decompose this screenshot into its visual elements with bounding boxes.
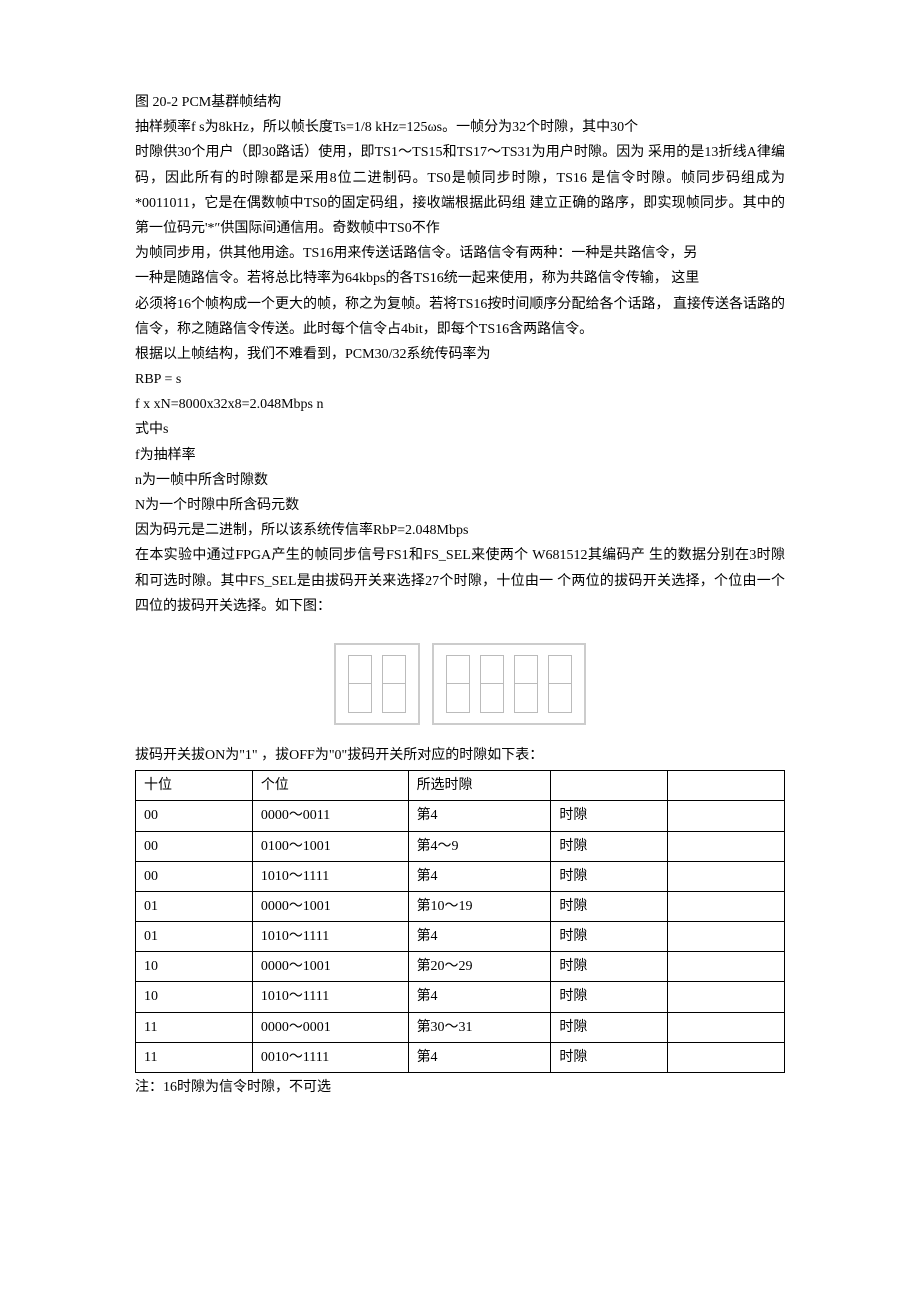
- table-row: 010000～1001第10～19时隙: [136, 891, 785, 921]
- table-row: 110000～0001第30～31时隙: [136, 1012, 785, 1042]
- table-cell: [668, 861, 785, 891]
- table-cell: 时隙: [551, 861, 668, 891]
- table-row: 011010～1111第4时隙: [136, 922, 785, 952]
- table-cell: 00: [136, 831, 253, 861]
- table-caption: 拔码开关拔ON为"1" ，拔OFF为"0"拔码开关所对应的时隙如下表：: [135, 743, 785, 768]
- table-cell: 第10～19: [408, 891, 551, 921]
- table-cell: 时隙: [551, 982, 668, 1012]
- table-cell: 00: [136, 861, 253, 891]
- body-text: 为帧同步用，供其他用途。TS16用来传送话路信令。话路信令有两种：一种是共路信令…: [135, 241, 785, 266]
- body-text: 时隙供30个用户（即30路话）使用，即TS1～TS15和TS17～TS31为用户…: [135, 140, 785, 241]
- table-cell: 0000～1001: [252, 891, 408, 921]
- dip-switch: [348, 655, 372, 713]
- table-cell: [668, 922, 785, 952]
- table-cell: 时隙: [551, 801, 668, 831]
- table-cell: 时隙: [551, 952, 668, 982]
- table-row: 000000～0011第4时隙: [136, 801, 785, 831]
- table-cell: 第4: [408, 801, 551, 831]
- dip-switch-diagram: [135, 643, 785, 725]
- table-cell: 1010～1111: [252, 861, 408, 891]
- body-text: 一种是随路信令。若将总比特率为64kbps的各TS16统一起来使用，称为共路信令…: [135, 266, 785, 291]
- table-cell: 第4: [408, 982, 551, 1012]
- body-text: 在本实验中通过FPGA产生的帧同步信号FS1和FS_SEL来使两个 W68151…: [135, 543, 785, 619]
- dip-switch: [480, 655, 504, 713]
- table-cell: 第30～31: [408, 1012, 551, 1042]
- formula-text: f为抽样率: [135, 443, 785, 468]
- table-body: 000000～0011第4时隙000100～1001第4～9时隙001010～1…: [136, 801, 785, 1073]
- table-cell: 0010～1111: [252, 1042, 408, 1072]
- table-cell: 时隙: [551, 1012, 668, 1042]
- table-row: 110010～1111第4时隙: [136, 1042, 785, 1072]
- table-header-cell: [668, 771, 785, 801]
- table-cell: 10: [136, 982, 253, 1012]
- table-cell: 01: [136, 922, 253, 952]
- dip-switch: [514, 655, 538, 713]
- dip-switch: [382, 655, 406, 713]
- table-header-cell: [551, 771, 668, 801]
- dip-switch: [548, 655, 572, 713]
- table-note: 注：16时隙为信令时隙，不可选: [135, 1075, 785, 1100]
- table-cell: 0000～0011: [252, 801, 408, 831]
- table-cell: 00: [136, 801, 253, 831]
- table-header-row: 十位个位所选时隙: [136, 771, 785, 801]
- table-cell: 1010～1111: [252, 982, 408, 1012]
- table-cell: [668, 1012, 785, 1042]
- dip-box-ones: [432, 643, 586, 725]
- table-cell: 时隙: [551, 891, 668, 921]
- table-cell: [668, 982, 785, 1012]
- table-row: 000100～1001第4～9时隙: [136, 831, 785, 861]
- table-cell: 11: [136, 1012, 253, 1042]
- table-header-cell: 个位: [252, 771, 408, 801]
- table-cell: [668, 831, 785, 861]
- figure-caption: 图 20-2 PCM基群帧结构: [135, 90, 785, 115]
- table-row: 001010～1111第4时隙: [136, 861, 785, 891]
- table-cell: 第20～29: [408, 952, 551, 982]
- table-cell: 0000～1001: [252, 952, 408, 982]
- body-text: 抽样频率f s为8kHz，所以帧长度Ts=1/8 kHz=125ωs。一帧分为3…: [135, 115, 785, 140]
- formula-text: 式中s: [135, 417, 785, 442]
- table-cell: [668, 891, 785, 921]
- table-cell: [668, 801, 785, 831]
- table-cell: 1010～1111: [252, 922, 408, 952]
- table-cell: 01: [136, 891, 253, 921]
- table-cell: [668, 952, 785, 982]
- table-row: 101010～1111第4时隙: [136, 982, 785, 1012]
- table-cell: 0000～0001: [252, 1012, 408, 1042]
- body-text: 根据以上帧结构，我们不难看到，PCM30/32系统传码率为: [135, 342, 785, 367]
- timeslot-table: 十位个位所选时隙 000000～0011第4时隙000100～1001第4～9时…: [135, 770, 785, 1073]
- dip-box-tens: [334, 643, 420, 725]
- table-header-cell: 所选时隙: [408, 771, 551, 801]
- formula-text: N为一个时隙中所含码元数: [135, 493, 785, 518]
- table-cell: 11: [136, 1042, 253, 1072]
- table-cell: 第4: [408, 861, 551, 891]
- table-cell: 时隙: [551, 922, 668, 952]
- body-text: 必须将16个帧构成一个更大的帧，称之为复帧。若将TS16按时间顺序分配给各个话路…: [135, 292, 785, 342]
- body-text: 因为码元是二进制，所以该系统传信率RbP=2.048Mbps: [135, 518, 785, 543]
- table-row: 100000～1001第20～29时隙: [136, 952, 785, 982]
- table-cell: 第4～9: [408, 831, 551, 861]
- formula-text: n为一帧中所含时隙数: [135, 468, 785, 493]
- table-cell: 0100～1001: [252, 831, 408, 861]
- dip-switch: [446, 655, 470, 713]
- formula-text: f x xN=8000x32x8=2.048Mbps n: [135, 392, 785, 417]
- table-cell: 第4: [408, 922, 551, 952]
- table-cell: 第4: [408, 1042, 551, 1072]
- table-header-cell: 十位: [136, 771, 253, 801]
- table-cell: 时隙: [551, 1042, 668, 1072]
- table-cell: 时隙: [551, 831, 668, 861]
- table-cell: [668, 1042, 785, 1072]
- table-cell: 10: [136, 952, 253, 982]
- formula-text: RBP = s: [135, 367, 785, 392]
